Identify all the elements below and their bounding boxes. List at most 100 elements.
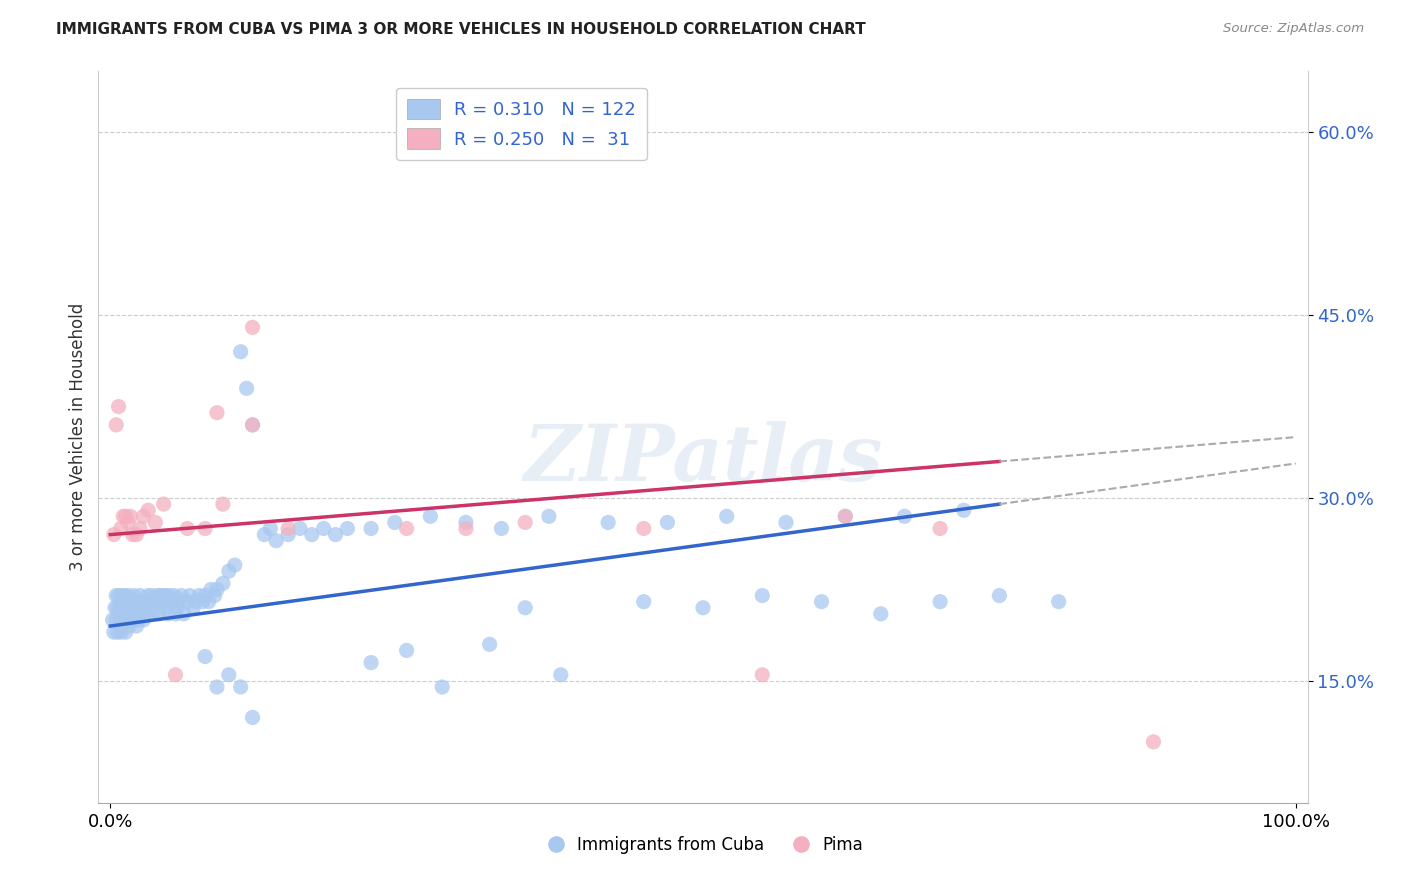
Point [152,497,174,511]
Point [121,600,143,615]
Point [395,521,418,535]
Point [165,607,187,621]
Point [138,607,160,621]
Point [1142,735,1164,749]
Point [115,607,138,621]
Point [253,527,276,541]
Point [205,680,228,694]
Point [163,589,186,603]
Point [395,643,418,657]
Point [478,637,501,651]
Point [111,589,134,603]
Point [988,589,1011,603]
Point [107,400,129,414]
Point [146,589,169,603]
Point [104,600,127,615]
Point [218,564,240,578]
Point [134,594,156,608]
Point [127,607,149,621]
Point [125,619,148,633]
Point [834,509,856,524]
Point [128,613,150,627]
Point [107,589,129,603]
Point [129,594,152,608]
Point [114,625,136,640]
Point [893,509,915,524]
Point [176,521,198,535]
Point [143,594,166,608]
Point [598,516,620,530]
Point [103,527,125,541]
Point [166,600,188,615]
Point [117,613,139,627]
Point [194,521,217,535]
Point [952,503,974,517]
Point [360,656,382,670]
Legend: Immigrants from Cuba, Pima: Immigrants from Cuba, Pima [537,829,869,860]
Point [157,607,180,621]
Point [167,594,190,608]
Point [179,589,201,603]
Point [515,516,537,530]
Point [692,600,714,615]
Point [194,589,217,603]
Point [242,417,264,432]
Point [124,600,146,615]
Point [869,607,891,621]
Point [197,594,219,608]
Point [173,607,195,621]
Point [550,667,572,681]
Point [229,680,252,694]
Point [184,594,207,608]
Point [751,667,773,681]
Point [775,516,797,530]
Point [325,527,347,541]
Point [834,509,856,524]
Point [235,381,257,395]
Point [125,600,148,615]
Point [242,710,264,724]
Point [384,516,406,530]
Point [139,594,162,608]
Point [242,320,264,334]
Point [229,344,252,359]
Point [537,509,560,524]
Point [716,509,738,524]
Point [419,509,441,524]
Point [152,589,174,603]
Point [929,521,952,535]
Text: ZIPatlas: ZIPatlas [523,421,883,497]
Point [117,589,139,603]
Point [288,521,311,535]
Point [218,667,240,681]
Point [264,533,287,548]
Point [121,527,143,541]
Point [194,649,217,664]
Point [204,589,226,603]
Point [153,600,176,615]
Point [188,589,211,603]
Point [810,594,832,608]
Point [301,527,323,541]
Point [103,625,125,640]
Point [205,406,228,420]
Point [259,521,281,535]
Point [129,589,152,603]
Point [118,619,141,633]
Point [108,600,131,615]
Point [120,613,142,627]
Point [277,527,299,541]
Point [200,582,222,597]
Point [277,521,299,535]
Point [1047,594,1070,608]
Point [112,600,135,615]
Point [132,613,155,627]
Point [117,516,139,530]
Point [125,527,148,541]
Point [131,600,153,615]
Point [150,594,173,608]
Point [176,594,198,608]
Point [136,503,159,517]
Point [181,600,204,615]
Point [110,625,132,640]
